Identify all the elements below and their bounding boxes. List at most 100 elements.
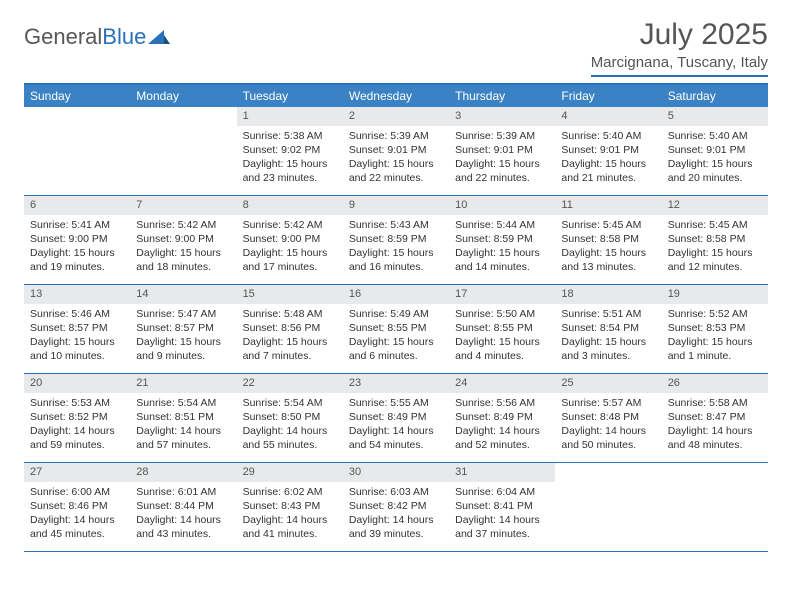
sunset-text: Sunset: 8:44 PM bbox=[136, 499, 230, 513]
sunset-text: Sunset: 9:02 PM bbox=[243, 143, 337, 157]
sunset-text: Sunset: 8:48 PM bbox=[561, 410, 655, 424]
daylight-text: Daylight: 15 hours and 23 minutes. bbox=[243, 157, 337, 185]
daylight-text: Daylight: 14 hours and 37 minutes. bbox=[455, 513, 549, 541]
sunrise-text: Sunrise: 5:48 AM bbox=[243, 307, 337, 321]
day-cell: 28Sunrise: 6:01 AMSunset: 8:44 PMDayligh… bbox=[130, 463, 236, 551]
day-cell: 4Sunrise: 5:40 AMSunset: 9:01 PMDaylight… bbox=[555, 107, 661, 195]
month-title: July 2025 bbox=[591, 18, 768, 52]
day-body: Sunrise: 5:41 AMSunset: 9:00 PMDaylight:… bbox=[24, 215, 130, 281]
sunrise-text: Sunrise: 5:39 AM bbox=[349, 129, 443, 143]
sunset-text: Sunset: 8:52 PM bbox=[30, 410, 124, 424]
sunset-text: Sunset: 8:47 PM bbox=[668, 410, 762, 424]
sunset-text: Sunset: 8:49 PM bbox=[455, 410, 549, 424]
sunrise-text: Sunrise: 5:51 AM bbox=[561, 307, 655, 321]
daylight-text: Daylight: 15 hours and 13 minutes. bbox=[561, 246, 655, 274]
day-cell: 22Sunrise: 5:54 AMSunset: 8:50 PMDayligh… bbox=[237, 374, 343, 462]
day-number: 6 bbox=[24, 196, 130, 215]
page-header: GeneralBlue July 2025 Marcignana, Tuscan… bbox=[24, 18, 768, 77]
day-body: Sunrise: 5:48 AMSunset: 8:56 PMDaylight:… bbox=[237, 304, 343, 370]
sunset-text: Sunset: 8:58 PM bbox=[668, 232, 762, 246]
weekday-header: Wednesday bbox=[343, 85, 449, 107]
weekday-header: Sunday bbox=[24, 85, 130, 107]
day-number: 23 bbox=[343, 374, 449, 393]
daylight-text: Daylight: 14 hours and 39 minutes. bbox=[349, 513, 443, 541]
day-body: Sunrise: 6:02 AMSunset: 8:43 PMDaylight:… bbox=[237, 482, 343, 548]
day-number: 13 bbox=[24, 285, 130, 304]
day-body: Sunrise: 5:42 AMSunset: 9:00 PMDaylight:… bbox=[130, 215, 236, 281]
day-cell: 11Sunrise: 5:45 AMSunset: 8:58 PMDayligh… bbox=[555, 196, 661, 284]
sunrise-text: Sunrise: 5:47 AM bbox=[136, 307, 230, 321]
sunset-text: Sunset: 8:58 PM bbox=[561, 232, 655, 246]
week-row: 20Sunrise: 5:53 AMSunset: 8:52 PMDayligh… bbox=[24, 374, 768, 463]
day-body: Sunrise: 5:58 AMSunset: 8:47 PMDaylight:… bbox=[662, 393, 768, 459]
day-number: 19 bbox=[662, 285, 768, 304]
day-body: Sunrise: 5:54 AMSunset: 8:50 PMDaylight:… bbox=[237, 393, 343, 459]
day-body: Sunrise: 6:04 AMSunset: 8:41 PMDaylight:… bbox=[449, 482, 555, 548]
day-body: Sunrise: 5:50 AMSunset: 8:55 PMDaylight:… bbox=[449, 304, 555, 370]
sunset-text: Sunset: 8:42 PM bbox=[349, 499, 443, 513]
day-cell: 17Sunrise: 5:50 AMSunset: 8:55 PMDayligh… bbox=[449, 285, 555, 373]
triangle-icon bbox=[148, 28, 170, 49]
sunrise-text: Sunrise: 5:43 AM bbox=[349, 218, 443, 232]
daylight-text: Daylight: 15 hours and 10 minutes. bbox=[30, 335, 124, 363]
daylight-text: Daylight: 14 hours and 41 minutes. bbox=[243, 513, 337, 541]
day-number: 15 bbox=[237, 285, 343, 304]
day-body: Sunrise: 5:40 AMSunset: 9:01 PMDaylight:… bbox=[662, 126, 768, 192]
logo-suffix: Blue bbox=[102, 24, 146, 49]
day-cell: 16Sunrise: 5:49 AMSunset: 8:55 PMDayligh… bbox=[343, 285, 449, 373]
day-body: Sunrise: 5:56 AMSunset: 8:49 PMDaylight:… bbox=[449, 393, 555, 459]
weekday-header: Thursday bbox=[449, 85, 555, 107]
day-body: Sunrise: 5:39 AMSunset: 9:01 PMDaylight:… bbox=[343, 126, 449, 192]
day-cell: 23Sunrise: 5:55 AMSunset: 8:49 PMDayligh… bbox=[343, 374, 449, 462]
sunset-text: Sunset: 8:56 PM bbox=[243, 321, 337, 335]
daylight-text: Daylight: 15 hours and 19 minutes. bbox=[30, 246, 124, 274]
sunrise-text: Sunrise: 5:54 AM bbox=[136, 396, 230, 410]
day-cell: 29Sunrise: 6:02 AMSunset: 8:43 PMDayligh… bbox=[237, 463, 343, 551]
day-number: 11 bbox=[555, 196, 661, 215]
day-number: 4 bbox=[555, 107, 661, 126]
day-body: Sunrise: 5:45 AMSunset: 8:58 PMDaylight:… bbox=[662, 215, 768, 281]
daylight-text: Daylight: 15 hours and 16 minutes. bbox=[349, 246, 443, 274]
daylight-text: Daylight: 15 hours and 9 minutes. bbox=[136, 335, 230, 363]
day-cell: 13Sunrise: 5:46 AMSunset: 8:57 PMDayligh… bbox=[24, 285, 130, 373]
day-number: 5 bbox=[662, 107, 768, 126]
day-cell: 27Sunrise: 6:00 AMSunset: 8:46 PMDayligh… bbox=[24, 463, 130, 551]
day-cell: 24Sunrise: 5:56 AMSunset: 8:49 PMDayligh… bbox=[449, 374, 555, 462]
sunrise-text: Sunrise: 6:03 AM bbox=[349, 485, 443, 499]
day-body: Sunrise: 6:03 AMSunset: 8:42 PMDaylight:… bbox=[343, 482, 449, 548]
day-cell: 9Sunrise: 5:43 AMSunset: 8:59 PMDaylight… bbox=[343, 196, 449, 284]
day-body: Sunrise: 5:39 AMSunset: 9:01 PMDaylight:… bbox=[449, 126, 555, 192]
day-number: 27 bbox=[24, 463, 130, 482]
title-block: July 2025 Marcignana, Tuscany, Italy bbox=[591, 18, 768, 77]
sunrise-text: Sunrise: 5:41 AM bbox=[30, 218, 124, 232]
day-number: 10 bbox=[449, 196, 555, 215]
sunset-text: Sunset: 8:49 PM bbox=[349, 410, 443, 424]
sunset-text: Sunset: 9:01 PM bbox=[561, 143, 655, 157]
weekday-header-row: SundayMondayTuesdayWednesdayThursdayFrid… bbox=[24, 85, 768, 107]
day-number: 12 bbox=[662, 196, 768, 215]
day-cell: 25Sunrise: 5:57 AMSunset: 8:48 PMDayligh… bbox=[555, 374, 661, 462]
sunrise-text: Sunrise: 6:04 AM bbox=[455, 485, 549, 499]
sunrise-text: Sunrise: 5:56 AM bbox=[455, 396, 549, 410]
day-number: 16 bbox=[343, 285, 449, 304]
day-number: 29 bbox=[237, 463, 343, 482]
day-body: Sunrise: 6:01 AMSunset: 8:44 PMDaylight:… bbox=[130, 482, 236, 548]
daylight-text: Daylight: 15 hours and 20 minutes. bbox=[668, 157, 762, 185]
daylight-text: Daylight: 15 hours and 4 minutes. bbox=[455, 335, 549, 363]
sunrise-text: Sunrise: 5:49 AM bbox=[349, 307, 443, 321]
daylight-text: Daylight: 14 hours and 43 minutes. bbox=[136, 513, 230, 541]
sunset-text: Sunset: 8:50 PM bbox=[243, 410, 337, 424]
day-cell: 12Sunrise: 5:45 AMSunset: 8:58 PMDayligh… bbox=[662, 196, 768, 284]
day-cell: 26Sunrise: 5:58 AMSunset: 8:47 PMDayligh… bbox=[662, 374, 768, 462]
daylight-text: Daylight: 15 hours and 6 minutes. bbox=[349, 335, 443, 363]
day-number: 30 bbox=[343, 463, 449, 482]
sunset-text: Sunset: 8:57 PM bbox=[30, 321, 124, 335]
daylight-text: Daylight: 14 hours and 45 minutes. bbox=[30, 513, 124, 541]
day-body: Sunrise: 5:53 AMSunset: 8:52 PMDaylight:… bbox=[24, 393, 130, 459]
day-number: 9 bbox=[343, 196, 449, 215]
day-cell: 21Sunrise: 5:54 AMSunset: 8:51 PMDayligh… bbox=[130, 374, 236, 462]
daylight-text: Daylight: 15 hours and 18 minutes. bbox=[136, 246, 230, 274]
day-cell: 1Sunrise: 5:38 AMSunset: 9:02 PMDaylight… bbox=[237, 107, 343, 195]
week-row: 1Sunrise: 5:38 AMSunset: 9:02 PMDaylight… bbox=[24, 107, 768, 196]
sunset-text: Sunset: 8:55 PM bbox=[455, 321, 549, 335]
